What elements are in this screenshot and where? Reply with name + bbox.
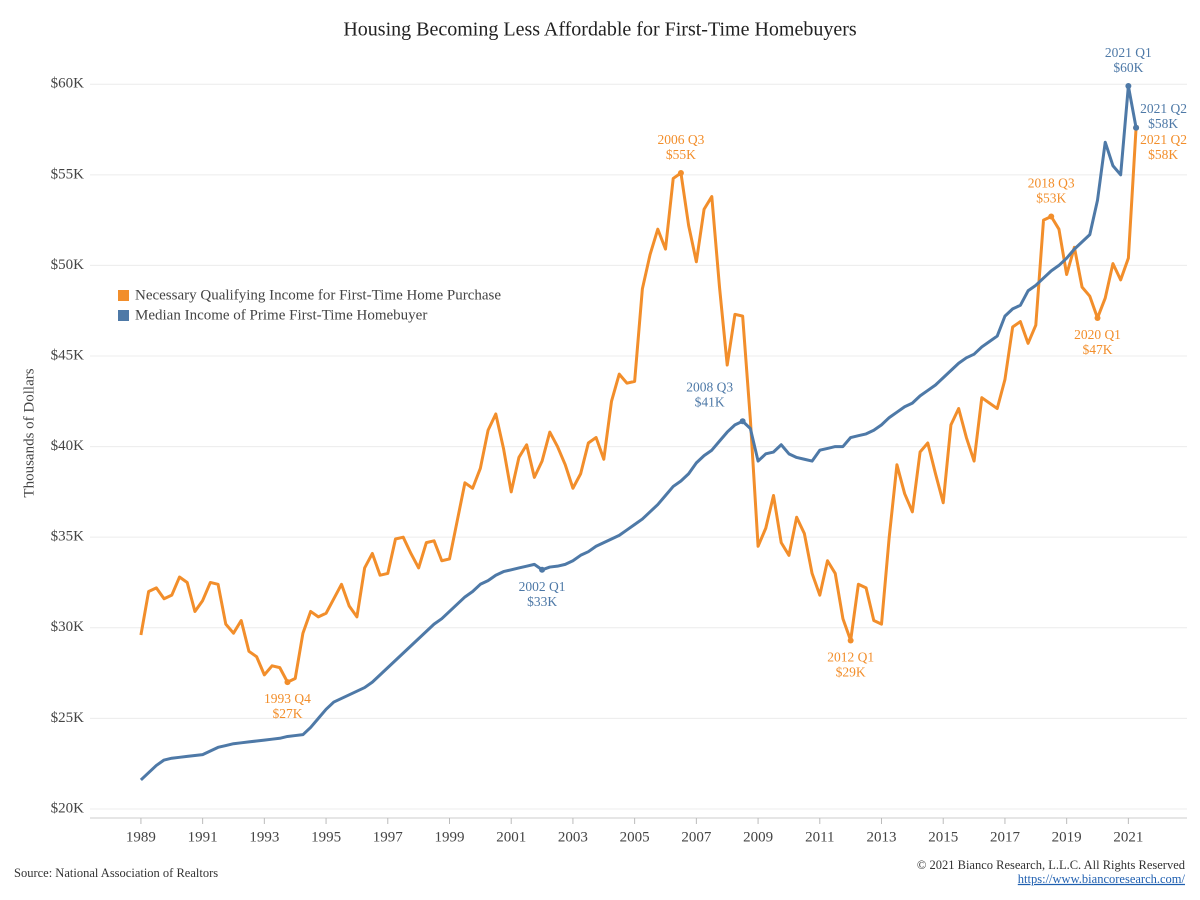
link[interactable]: https://www.biancoresearch.com/	[1018, 872, 1186, 886]
series-line	[139, 127, 1138, 684]
x-tick-label: 2007	[681, 829, 712, 845]
y-tick-label: $35K	[51, 529, 85, 545]
x-tick-label: 2013	[867, 829, 897, 845]
annotation-value: $58K	[1148, 116, 1178, 131]
annotation-value: $27K	[272, 706, 302, 721]
y-tick-label: $30K	[51, 619, 85, 635]
annotation-value: $33K	[527, 594, 557, 609]
annotation-dot	[1048, 213, 1055, 220]
legend-swatch	[118, 310, 129, 321]
annotation-dot	[284, 679, 291, 686]
x-tick-label: 1997	[373, 829, 404, 845]
y-tick-label: $50K	[51, 257, 85, 273]
y-axis-label: Thousands of Dollars	[21, 368, 37, 497]
annotation-label: 2018 Q3	[1028, 176, 1075, 191]
annotation-dot	[1133, 124, 1140, 131]
chart-title: Housing Becoming Less Affordable for Fir…	[343, 19, 856, 41]
legend-label: Necessary Qualifying Income for First-Ti…	[135, 287, 501, 303]
annotation-value: $55K	[666, 147, 696, 162]
x-tick-label: 1999	[434, 829, 464, 845]
y-tick-label: $60K	[51, 76, 85, 92]
annotation-value: $47K	[1083, 342, 1113, 357]
annotation-label: 2021 Q1	[1105, 45, 1152, 60]
x-tick-label: 2011	[805, 829, 834, 845]
annotation-label: 2002 Q1	[519, 579, 566, 594]
annotation-dot	[677, 170, 684, 177]
annotation-value: $29K	[836, 665, 866, 680]
annotation-label: 2006 Q3	[657, 132, 704, 147]
y-tick-label: $55K	[51, 166, 85, 182]
copyright: © 2021 Bianco Research, L.L.C. All Right…	[917, 858, 1186, 872]
source: Source: National Association of Realtors	[14, 866, 218, 880]
annotation-label: 2021 Q2	[1140, 101, 1187, 116]
y-tick-label: $20K	[51, 800, 85, 816]
x-tick-label: 2019	[1052, 829, 1082, 845]
y-tick-label: $40K	[51, 438, 85, 454]
x-tick-label: 1993	[249, 829, 279, 845]
legend-label: Median Income of Prime First-Time Homebu…	[135, 307, 427, 323]
annotation-value: $58K	[1148, 147, 1178, 162]
y-tick-label: $45K	[51, 347, 85, 363]
annotation-value: $53K	[1036, 191, 1066, 206]
x-tick-label: 2015	[928, 829, 958, 845]
x-tick-label: 2005	[620, 829, 650, 845]
annotation-dot	[1125, 83, 1132, 90]
x-tick-label: 2021	[1113, 829, 1143, 845]
x-tick-label: 2017	[990, 829, 1021, 845]
legend-swatch	[118, 290, 129, 301]
annotation-value: $41K	[695, 394, 725, 409]
annotation-value: $60K	[1113, 60, 1143, 75]
series-line	[139, 84, 1138, 782]
annotation-dot	[847, 637, 854, 644]
x-tick-label: 1995	[311, 829, 341, 845]
annotation-label: 2020 Q1	[1074, 327, 1121, 342]
annotation-label: 2008 Q3	[686, 379, 733, 394]
y-tick-label: $25K	[51, 710, 85, 726]
x-tick-label: 1991	[188, 829, 218, 845]
annotation-label: 2012 Q1	[827, 650, 874, 665]
annotation-label: 1993 Q4	[264, 691, 311, 706]
x-tick-label: 2009	[743, 829, 773, 845]
x-tick-label: 2003	[558, 829, 588, 845]
x-tick-label: 1989	[126, 829, 156, 845]
annotation-dot	[739, 418, 746, 425]
x-tick-label: 2001	[496, 829, 526, 845]
annotation-label: 2021 Q2	[1140, 132, 1187, 147]
annotation-dot	[1094, 314, 1101, 321]
annotation-dot	[539, 566, 546, 573]
